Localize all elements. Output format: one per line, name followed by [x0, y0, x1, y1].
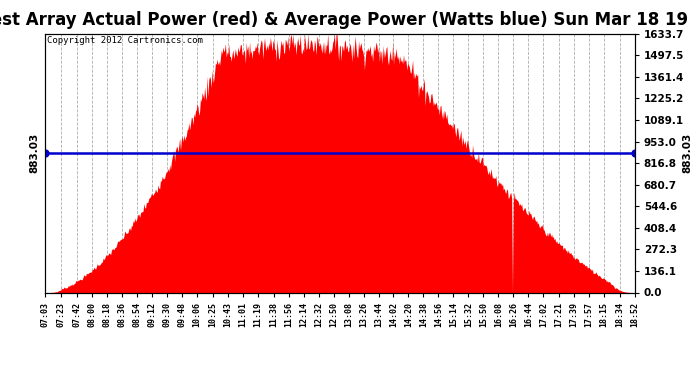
Text: 883.03: 883.03 [682, 132, 690, 173]
Text: West Array Actual Power (red) & Average Power (Watts blue) Sun Mar 18 19:03: West Array Actual Power (red) & Average … [0, 11, 690, 29]
Text: Copyright 2012 Cartronics.com: Copyright 2012 Cartronics.com [47, 36, 202, 45]
Text: 883.03: 883.03 [29, 132, 39, 173]
